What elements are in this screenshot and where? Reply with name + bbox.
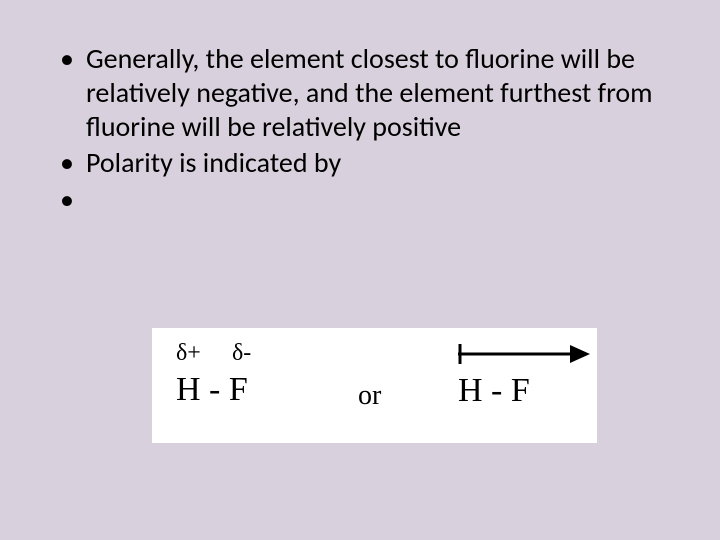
delta-plus: δ+ xyxy=(176,340,226,367)
delta-minus: δ- xyxy=(232,340,251,367)
polarity-diagram: δ+ δ- H - F or H - F xyxy=(152,328,597,443)
delta-labels: δ+ δ- xyxy=(176,340,251,367)
bullet-text: Polarity is indicated by xyxy=(86,145,341,180)
connector-or: or xyxy=(358,380,381,412)
bullet-text: Generally, the element closest to fluori… xyxy=(86,41,653,144)
formula-right: H - F xyxy=(458,372,588,410)
bullet-list: Generally, the element closest to fluori… xyxy=(56,42,664,181)
hf-arrow-notation: H - F xyxy=(458,346,588,410)
bullet-item: Generally, the element closest to fluori… xyxy=(56,42,664,144)
formula-left: H - F xyxy=(176,371,251,409)
hf-delta-notation: δ+ δ- H - F xyxy=(176,340,251,409)
bullet-item: Polarity is indicated by xyxy=(56,146,664,180)
